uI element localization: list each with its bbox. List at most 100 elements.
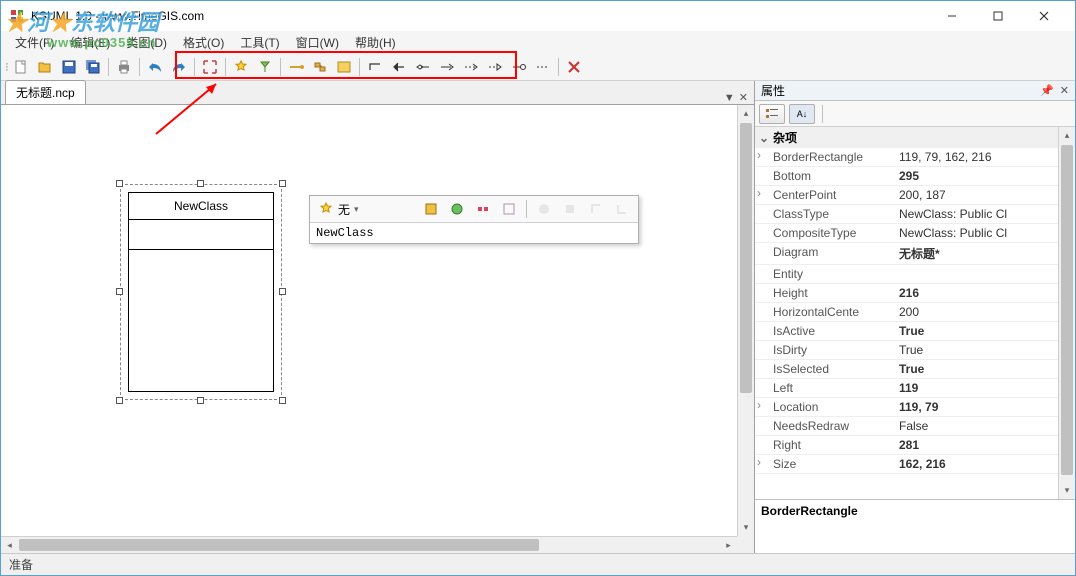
resize-handle-se[interactable] [279, 397, 286, 404]
print-button[interactable] [113, 56, 135, 78]
property-row[interactable]: Bottom295 [755, 167, 1075, 186]
close-button[interactable] [1021, 1, 1067, 31]
save-button[interactable] [58, 56, 80, 78]
menu-help[interactable]: 帮助(H) [347, 32, 404, 53]
property-row[interactable]: Right281 [755, 436, 1075, 455]
tool-diamond-open-button[interactable] [412, 56, 434, 78]
tool-line-button[interactable] [364, 56, 386, 78]
float-btn-4[interactable] [498, 198, 520, 220]
tab-close-icon[interactable]: ✕ [739, 91, 748, 104]
property-value[interactable]: 281 [895, 436, 1075, 454]
property-row[interactable]: CompositeTypeNewClass: Public Cl [755, 224, 1075, 243]
redo-button[interactable] [168, 56, 190, 78]
property-value[interactable]: NewClass: Public Cl [895, 224, 1075, 242]
expand-icon[interactable]: › [757, 148, 761, 162]
expand-icon[interactable]: › [757, 398, 761, 412]
menu-edit[interactable]: 编辑(E) [62, 32, 118, 53]
property-row[interactable]: IsSelectedTrue [755, 360, 1075, 379]
open-button[interactable] [34, 56, 56, 78]
expand-icon[interactable]: › [757, 186, 761, 200]
hscroll-thumb[interactable] [19, 539, 539, 551]
float-btn-8[interactable] [611, 198, 633, 220]
property-row[interactable]: Height216 [755, 284, 1075, 303]
property-value[interactable]: False [895, 417, 1075, 435]
property-row[interactable]: NeedsRedrawFalse [755, 417, 1075, 436]
save-all-button[interactable] [82, 56, 104, 78]
property-value[interactable]: 162, 216 [895, 455, 1075, 473]
property-value[interactable]: 216 [895, 284, 1075, 302]
float-btn-5[interactable] [533, 198, 555, 220]
resize-handle-e[interactable] [279, 288, 286, 295]
add-interface-button[interactable] [254, 56, 276, 78]
resize-handle-s[interactable] [197, 397, 204, 404]
property-row[interactable]: Diagram无标题* [755, 243, 1075, 265]
property-value[interactable]: 119, 79, 162, 216 [895, 148, 1075, 166]
property-row[interactable]: ›Size162, 216 [755, 455, 1075, 474]
menu-tools[interactable]: 工具(T) [232, 32, 287, 53]
props-scroll-thumb[interactable] [1061, 145, 1073, 475]
property-value[interactable]: True [895, 322, 1075, 340]
property-category[interactable]: ⌄杂项 [755, 127, 1075, 148]
property-value[interactable]: True [895, 341, 1075, 359]
menu-file[interactable]: 文件(F) [7, 32, 62, 53]
undo-button[interactable] [144, 56, 166, 78]
property-row[interactable]: ›CenterPoint200, 187 [755, 186, 1075, 205]
props-vscroll[interactable]: ▴ ▾ [1058, 127, 1075, 499]
tool-assoc-button[interactable] [285, 56, 307, 78]
maximize-button[interactable] [975, 1, 1021, 31]
props-pin-icon[interactable]: 📌 [1040, 84, 1054, 97]
resize-handle-nw[interactable] [116, 180, 123, 187]
resize-handle-sw[interactable] [116, 397, 123, 404]
tool-note-button[interactable] [333, 56, 355, 78]
menu-diagram[interactable]: 类图(D) [118, 32, 175, 53]
property-value[interactable]: 无标题* [895, 243, 1075, 264]
float-btn-3[interactable] [472, 198, 494, 220]
vscroll-thumb[interactable] [740, 123, 752, 393]
floating-editor[interactable]: 无 ▾ [309, 195, 639, 244]
tool-circle-button[interactable] [508, 56, 530, 78]
alphabetical-button[interactable]: A↓ [789, 104, 815, 124]
property-value[interactable]: 200 [895, 303, 1075, 321]
property-row[interactable]: HorizontalCente200 [755, 303, 1075, 322]
tool-dashed-button[interactable] [532, 56, 554, 78]
tool-dash-triangle-button[interactable] [484, 56, 506, 78]
props-close-icon[interactable]: ✕ [1060, 84, 1069, 97]
float-btn-7[interactable] [585, 198, 607, 220]
property-row[interactable]: Left119 [755, 379, 1075, 398]
properties-grid[interactable]: ⌄杂项 ›BorderRectangle119, 79, 162, 216Bot… [755, 127, 1075, 499]
uml-class-selection[interactable]: NewClass [120, 184, 282, 400]
property-row[interactable]: IsDirtyTrue [755, 341, 1075, 360]
float-btn-6[interactable] [559, 198, 581, 220]
property-row[interactable]: ›BorderRectangle119, 79, 162, 216 [755, 148, 1075, 167]
canvas-vscroll[interactable]: ▴ ▾ [737, 105, 754, 536]
property-value[interactable]: 119, 79 [895, 398, 1075, 416]
tool-dash-arrow-button[interactable] [460, 56, 482, 78]
property-value[interactable]: True [895, 360, 1075, 378]
zoom-fit-button[interactable] [199, 56, 221, 78]
minimize-button[interactable] [929, 1, 975, 31]
new-button[interactable] [10, 56, 32, 78]
property-row[interactable]: Entity [755, 265, 1075, 284]
tab-dropdown-icon[interactable]: ▼ [724, 92, 735, 104]
property-row[interactable]: ›Location119, 79 [755, 398, 1075, 417]
resize-handle-ne[interactable] [279, 180, 286, 187]
canvas-hscroll[interactable]: ◂ ▸ [1, 536, 737, 553]
tool-package-button[interactable] [309, 56, 331, 78]
float-btn-1[interactable] [420, 198, 442, 220]
property-row[interactable]: ClassTypeNewClass: Public Cl [755, 205, 1075, 224]
menu-format[interactable]: 格式(O) [175, 32, 232, 53]
float-btn-2[interactable] [446, 198, 468, 220]
tool-arrow-solid-button[interactable] [388, 56, 410, 78]
canvas[interactable]: NewClass 无 ▾ [1, 105, 754, 553]
resize-handle-n[interactable] [197, 180, 204, 187]
uml-class[interactable]: NewClass [128, 192, 274, 392]
tool-arrow-open-button[interactable] [436, 56, 458, 78]
menu-window[interactable]: 窗口(W) [288, 32, 347, 53]
property-value[interactable] [895, 265, 1075, 283]
property-value[interactable]: NewClass: Public Cl [895, 205, 1075, 223]
resize-handle-w[interactable] [116, 288, 123, 295]
property-row[interactable]: IsActiveTrue [755, 322, 1075, 341]
expand-icon[interactable]: › [757, 455, 761, 469]
property-value[interactable]: 119 [895, 379, 1075, 397]
class-name-input[interactable] [310, 223, 638, 243]
